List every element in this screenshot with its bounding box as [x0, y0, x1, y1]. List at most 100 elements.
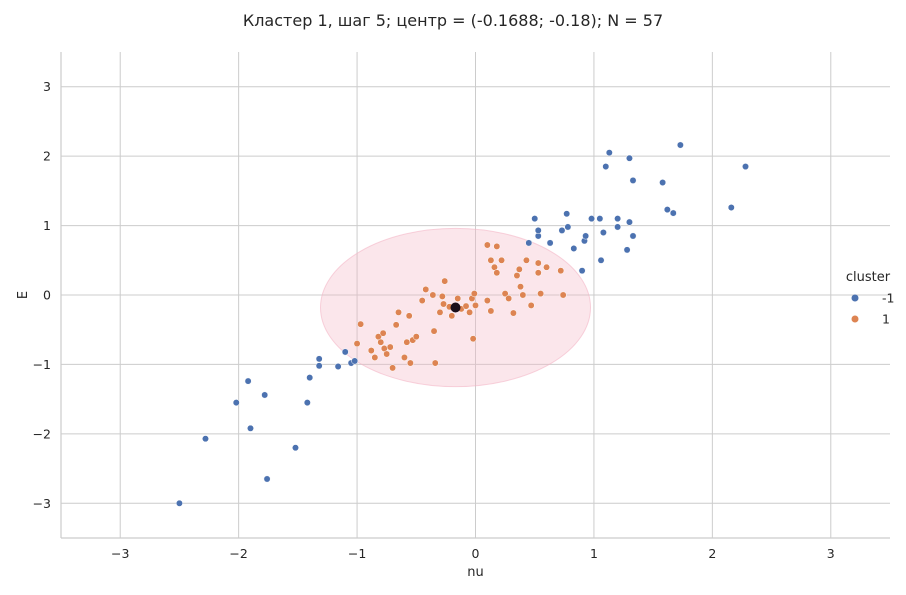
legend-title: cluster — [846, 270, 891, 285]
x-tick-label: 1 — [590, 546, 598, 561]
data-point — [493, 242, 501, 250]
data-point — [466, 308, 474, 316]
data-point — [582, 232, 590, 240]
data-point — [596, 215, 604, 223]
data-point — [588, 215, 596, 223]
y-tick-label: 0 — [43, 288, 51, 303]
data-point — [357, 320, 365, 328]
data-point — [546, 239, 554, 247]
y-tick-label: −2 — [33, 426, 51, 441]
data-point — [202, 435, 209, 443]
data-point — [487, 307, 495, 315]
grid — [61, 52, 890, 538]
x-tick-labels: −3 −2 −1 0 1 2 3 — [111, 546, 835, 561]
data-point — [367, 347, 375, 354]
data-point — [232, 399, 240, 407]
data-point — [487, 256, 495, 264]
data-point — [742, 163, 749, 171]
data-point — [430, 327, 438, 335]
data-point — [448, 312, 456, 320]
data-point — [563, 210, 571, 218]
data-points — [175, 141, 749, 507]
legend-marker — [851, 315, 859, 323]
data-point — [534, 226, 542, 234]
data-point — [429, 291, 437, 299]
data-point — [527, 301, 535, 309]
data-point — [605, 149, 613, 157]
data-point — [623, 246, 631, 254]
center-point — [450, 302, 461, 313]
data-point — [614, 223, 622, 231]
legend: cluster -1 1 — [846, 270, 895, 327]
data-point — [727, 204, 735, 211]
data-point — [570, 245, 578, 252]
data-point — [599, 229, 607, 236]
data-point — [519, 291, 527, 299]
y-axis-label: E — [16, 291, 31, 299]
data-point — [626, 218, 633, 226]
y-tick-label: 3 — [43, 79, 51, 94]
y-tick-label: 2 — [43, 149, 51, 164]
data-point — [513, 272, 521, 280]
data-point — [441, 277, 449, 285]
data-point — [303, 399, 311, 407]
data-point — [306, 374, 314, 382]
data-point — [517, 283, 524, 291]
data-point — [525, 239, 533, 247]
data-point — [292, 444, 299, 452]
data-point — [559, 291, 567, 299]
data-point — [431, 359, 439, 367]
data-point — [422, 285, 430, 293]
data-point — [483, 241, 491, 249]
data-point — [334, 363, 342, 370]
data-point — [543, 263, 551, 271]
data-point — [509, 309, 517, 317]
data-point — [247, 424, 254, 432]
data-point — [315, 355, 323, 363]
data-point — [405, 312, 413, 320]
data-point — [353, 340, 361, 348]
data-point — [438, 292, 446, 300]
data-point — [371, 354, 379, 361]
data-point — [261, 391, 269, 399]
data-point — [537, 290, 545, 298]
series-minus-1 — [175, 141, 749, 507]
data-point — [669, 209, 677, 217]
data-point — [663, 206, 671, 214]
data-point — [436, 308, 444, 316]
data-point — [400, 354, 408, 361]
data-point — [389, 364, 397, 372]
data-point — [501, 290, 509, 298]
data-point — [469, 335, 477, 343]
legend-label: 1 — [882, 312, 890, 327]
data-point — [493, 269, 501, 277]
cluster-center — [450, 302, 461, 313]
data-point — [263, 475, 271, 483]
y-tick-label: −1 — [33, 357, 51, 372]
data-point — [614, 215, 622, 223]
data-point — [515, 265, 523, 273]
data-point — [377, 338, 385, 346]
data-point — [557, 267, 565, 275]
data-point — [558, 226, 566, 234]
data-point — [395, 308, 402, 316]
data-point — [483, 297, 491, 305]
data-point — [534, 269, 542, 277]
data-point — [379, 329, 387, 337]
data-point — [522, 256, 530, 264]
data-point — [470, 290, 478, 298]
data-point — [676, 141, 684, 149]
data-point — [597, 256, 605, 264]
x-tick-label: 3 — [827, 546, 835, 561]
data-point — [629, 176, 637, 184]
y-tick-label: −3 — [33, 496, 51, 511]
data-point — [244, 377, 252, 385]
data-point — [505, 295, 513, 302]
data-point — [403, 338, 411, 346]
y-tick-label: 1 — [43, 218, 51, 233]
x-tick-label: 0 — [472, 546, 480, 561]
data-point — [386, 343, 394, 351]
data-point — [472, 301, 479, 309]
x-tick-label: −2 — [229, 546, 247, 561]
data-point — [602, 163, 610, 171]
